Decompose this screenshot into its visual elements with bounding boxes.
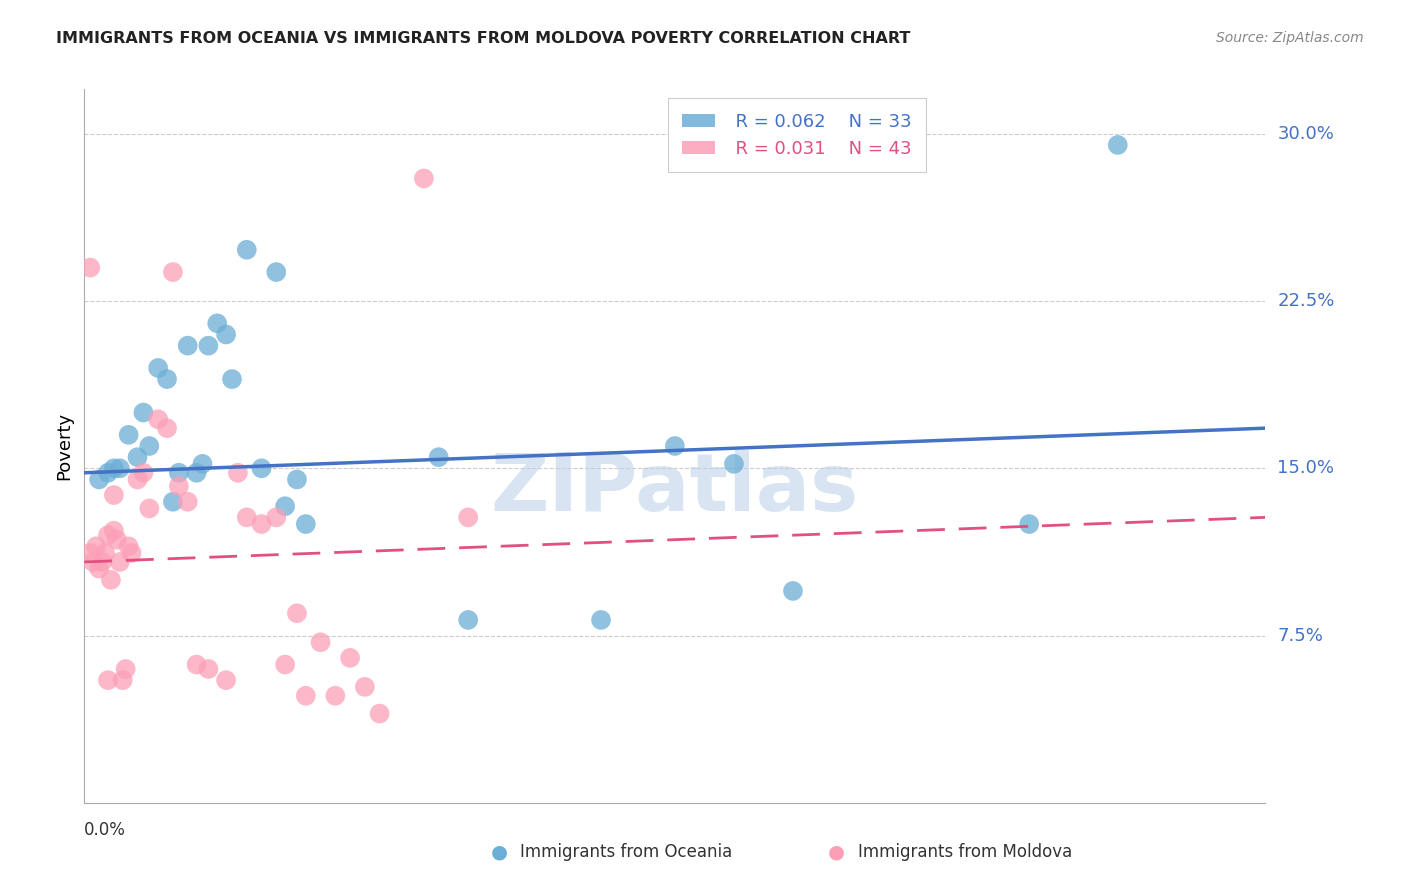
Text: ZIPatlas: ZIPatlas xyxy=(491,450,859,528)
Point xyxy=(274,657,297,672)
Text: 7.5%: 7.5% xyxy=(1277,626,1323,645)
Point xyxy=(156,372,179,386)
Text: 22.5%: 22.5% xyxy=(1277,292,1334,310)
Point xyxy=(186,657,208,672)
Point xyxy=(457,613,479,627)
Point xyxy=(79,260,101,275)
Point xyxy=(309,635,332,649)
Point xyxy=(197,338,219,352)
Point xyxy=(167,466,190,480)
Point xyxy=(250,461,273,475)
Text: ●: ● xyxy=(828,842,845,862)
Point xyxy=(205,317,228,331)
Point xyxy=(114,662,136,676)
Point xyxy=(226,466,249,480)
Text: 0.0%: 0.0% xyxy=(84,821,127,838)
Point xyxy=(264,265,288,279)
Point xyxy=(100,573,122,587)
Point xyxy=(197,662,219,676)
Point xyxy=(413,171,436,186)
Point xyxy=(103,461,125,475)
Point xyxy=(148,412,170,426)
Point xyxy=(105,533,128,547)
Point xyxy=(295,689,318,703)
Point xyxy=(782,583,804,598)
Point xyxy=(138,501,160,516)
Point xyxy=(87,562,111,576)
Point xyxy=(295,517,318,532)
Point xyxy=(97,528,120,542)
Point xyxy=(156,421,179,435)
Point xyxy=(127,473,149,487)
Point xyxy=(221,372,243,386)
Point xyxy=(664,439,686,453)
Point xyxy=(162,494,184,508)
Point xyxy=(723,457,745,471)
Point xyxy=(235,510,259,524)
Point xyxy=(457,510,479,524)
Point xyxy=(264,510,288,524)
Point xyxy=(118,427,141,442)
Point xyxy=(191,457,214,471)
Point xyxy=(132,466,155,480)
Point xyxy=(138,439,160,453)
Point xyxy=(177,494,200,508)
Point xyxy=(97,673,120,687)
Point xyxy=(118,539,141,553)
Text: 15.0%: 15.0% xyxy=(1277,459,1334,477)
Text: ●: ● xyxy=(491,842,508,862)
Y-axis label: Poverty: Poverty xyxy=(55,412,73,480)
Point xyxy=(177,338,200,352)
Text: Source: ZipAtlas.com: Source: ZipAtlas.com xyxy=(1216,31,1364,45)
Point xyxy=(108,555,131,569)
Point xyxy=(250,517,273,532)
Point xyxy=(82,555,104,569)
Point xyxy=(103,524,125,538)
Point xyxy=(339,651,361,665)
Point xyxy=(79,546,101,560)
Point xyxy=(215,673,238,687)
Point xyxy=(354,680,377,694)
Point xyxy=(111,673,134,687)
Point xyxy=(84,539,107,553)
Point xyxy=(103,488,125,502)
Point xyxy=(148,360,170,375)
Legend:   R = 0.062    N = 33,   R = 0.031    N = 43: R = 0.062 N = 33, R = 0.031 N = 43 xyxy=(668,98,925,172)
Point xyxy=(127,450,149,465)
Text: Immigrants from Moldova: Immigrants from Moldova xyxy=(858,843,1071,861)
Point xyxy=(427,450,450,465)
Point xyxy=(162,265,184,279)
Point xyxy=(1107,138,1129,153)
Point xyxy=(591,613,613,627)
Point xyxy=(132,405,155,420)
Point xyxy=(215,327,238,342)
Text: IMMIGRANTS FROM OCEANIA VS IMMIGRANTS FROM MOLDOVA POVERTY CORRELATION CHART: IMMIGRANTS FROM OCEANIA VS IMMIGRANTS FR… xyxy=(56,31,911,46)
Point xyxy=(167,479,190,493)
Point xyxy=(274,500,297,514)
Text: Immigrants from Oceania: Immigrants from Oceania xyxy=(520,843,733,861)
Point xyxy=(368,706,391,721)
Point xyxy=(186,466,208,480)
Point xyxy=(285,473,308,487)
Text: 30.0%: 30.0% xyxy=(1277,125,1334,143)
Point xyxy=(97,466,120,480)
Point xyxy=(121,546,143,560)
Point xyxy=(323,689,347,703)
Point xyxy=(285,607,308,621)
Point xyxy=(1018,517,1040,532)
Point xyxy=(87,473,111,487)
Point xyxy=(94,546,117,560)
Point xyxy=(235,243,259,257)
Point xyxy=(91,555,114,569)
Point xyxy=(108,461,131,475)
